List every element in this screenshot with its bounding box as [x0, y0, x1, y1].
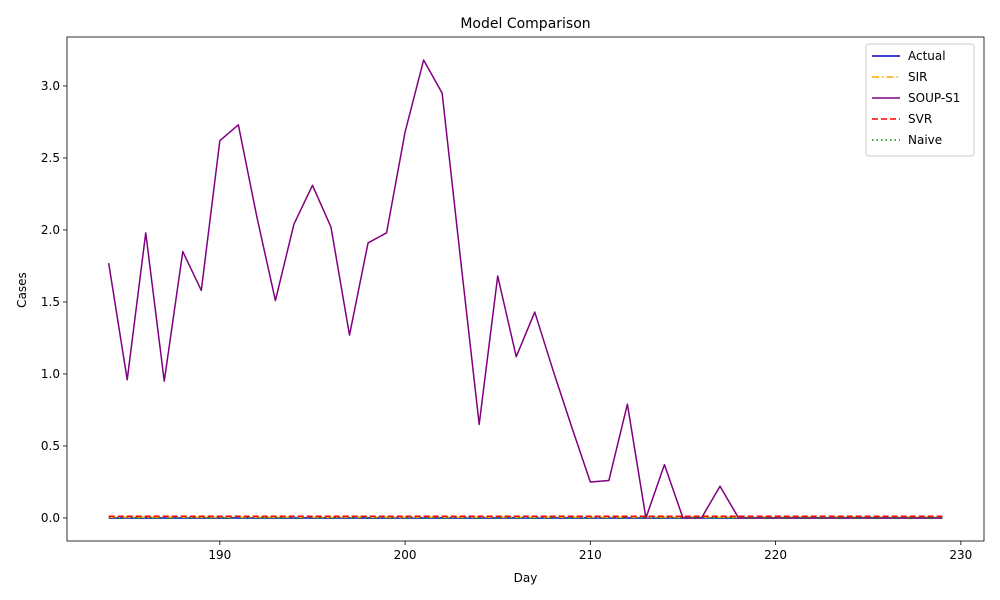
chart-title: Model Comparison	[460, 16, 590, 32]
x-tick-label: 220	[764, 548, 787, 562]
y-axis-label: Cases	[15, 272, 29, 308]
legend-label: Naive	[908, 133, 942, 147]
y-tick-label: 2.5	[41, 151, 60, 165]
y-axis: 0.0 0.5 1.0 1.5 2.0 2.5 3.0	[41, 79, 67, 525]
legend-label: Actual	[908, 49, 946, 63]
plot-background	[67, 37, 984, 541]
legend-box	[865, 43, 975, 157]
y-tick-label: 0.0	[41, 511, 60, 525]
x-tick-label: 200	[394, 548, 417, 562]
y-tick-label: 1.5	[41, 295, 60, 309]
y-tick-label: 0.5	[41, 439, 60, 453]
x-axis: 190 200 210 220 230	[208, 541, 972, 562]
x-tick-label: 230	[949, 548, 972, 562]
y-tick-label: 1.0	[41, 367, 60, 381]
x-tick-label: 190	[208, 548, 231, 562]
y-tick-label: 3.0	[41, 79, 60, 93]
plot-area	[67, 37, 984, 541]
series-line-soup-s1	[107, 59, 943, 519]
legend-label: SVR	[908, 112, 932, 126]
legend: Actual SIR SOUP-S1 SVR Naive	[865, 43, 975, 157]
x-axis-label: Day	[514, 571, 538, 585]
series-layer	[107, 59, 943, 519]
x-tick-label: 210	[579, 548, 602, 562]
plot-frame	[66, 36, 985, 542]
y-tick-label: 2.0	[41, 223, 60, 237]
legend-label: SOUP-S1	[908, 91, 960, 105]
legend-label: SIR	[908, 70, 928, 84]
